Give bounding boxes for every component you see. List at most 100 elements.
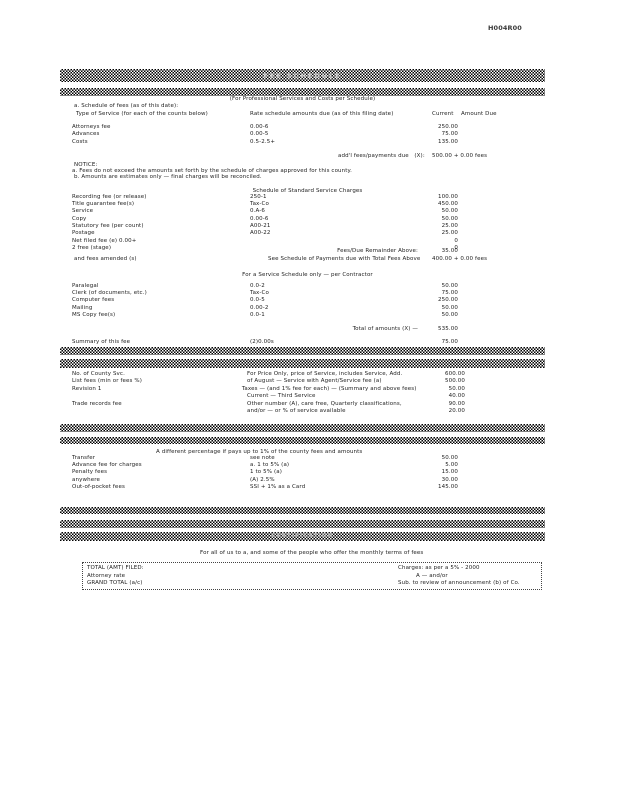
fee-row-amount: 25.00 [441,230,458,237]
fee-row-label: List fees (min or fees %) [72,378,143,384]
fee-row-code: 0.0-1 [250,311,265,318]
fee-row-code: a. 1 to 5% (a) [250,461,290,468]
fee-row-label: Service [72,208,94,215]
fee-row-amount: 50.00 [441,215,458,222]
section2-carry-value: 400.00 + 0.00 fees [432,256,488,262]
fee-row-amount: 75.00 [441,338,458,345]
column-header-rate: Rate schedule amounts due (as of this fi… [250,110,394,117]
fee-row-code: (A) 2.5% [250,476,275,483]
column-header-description: Type of Service (for each of the counts … [76,110,208,117]
footer-note-line: For all of us to a, and some of the peop… [200,550,424,556]
fee-row-amount: 30.00 [441,476,458,483]
fee-row-code: 0.00-6 [250,215,269,222]
fee-row-amount: 600.00 [445,370,465,377]
divider-bar-3 [60,424,545,432]
fee-row: Clerk (of documents, etc.) Tax-Co 75.00 [72,289,458,298]
fee-row-label: Trade records fee [72,400,122,407]
fee-row-code: 0.00-6 [250,124,269,130]
fee-row: Computer fees 0.0-5 250.00 [72,298,458,305]
section3-subtotal-label: Total of amounts (X) — [352,326,418,332]
fee-row: Postage A00-22 25.00 [72,231,458,238]
section4-rows: No. of County Svc. For Price Only, price… [72,370,465,417]
fee-row-description: Current — Third Service [247,393,316,399]
fee-row: Attorneys fee 0.00-6 250.00 [72,124,458,132]
fee-row-description: Other number (A), care free, Quarterly c… [247,400,402,407]
fee-row-label: No. of County Svc. [72,370,125,377]
doc-code: H004R00 [488,24,522,32]
fee-row-label: Clerk (of documents, etc.) [72,289,147,296]
fee-row-amount: 450.00 [438,200,458,207]
fee-row-code: 0.00-5 [250,131,269,138]
section5-heading: A different percentage if pays up to 1% … [156,448,363,455]
fee-row-code: 0.00-2 [250,304,269,311]
fee-row-amount: 15.00 [441,469,458,476]
fee-row: anywhere (A) 2.5% 30.00 [72,476,458,485]
fee-row: Advances 0.00-5 75.00 [72,132,458,139]
fee-row-amount: 50.00 [441,454,458,461]
intro-line: a. Schedule of fees (as of this date): [74,103,179,109]
fee-row-label: Penalty fees [72,469,108,476]
fee-row: 2 free (stage) 0 [72,244,458,253]
fee-row-description: and/or — or % of service available [247,408,346,414]
fee-row-label: Transfer [72,454,96,461]
fee-row-amount: 135.00 [438,138,458,145]
fee-row: Statutory fee (per count) A00-21 25.00 [72,222,458,231]
fee-row-amount: 50.00 [441,208,458,215]
column-header-amount: Current Amount Due [432,110,497,117]
section2-carry-note: See Schedule of Payments due with Total … [268,256,421,262]
notice-label: NOTICE: [74,162,98,168]
fee-row: List fees (min or fees %) of August — Se… [72,378,465,387]
section2-heading: Schedule of Standard Service Charges [252,188,363,194]
section1-rows: Attorneys fee 0.00-6 250.00 Advances 0.0… [72,124,458,147]
fee-row-code: 0.A-6 [250,208,265,215]
fee-row-amount: 50.00 [441,311,458,318]
fee-row: Advance fee for charges a. 1 to 5% (a) 5… [72,461,458,470]
fee-row: Out-of-pocket fees SSI + 1% as a Card 14… [72,483,458,492]
fee-row-amount: 100.00 [438,193,458,200]
fee-row: Paralegal 0.0-2 50.00 [72,282,458,291]
fee-row-label: 2 free (stage) [72,244,112,251]
fee-row-amount: 20.00 [448,408,465,414]
header-bar-1: FEE SCHEDULE [60,69,545,82]
fee-row: MS Copy fee(s) 0.0-1 50.00 [72,311,458,320]
divider-bar-4 [60,437,545,444]
summary-left-2: Attorney rate [87,572,126,579]
fee-row-label: Computer fees [72,297,115,304]
fee-row-label: Costs [72,138,88,145]
fee-row-label: Recording fee (or release) [72,193,147,200]
fee-row-amount: 50.00 [448,385,465,392]
fee-row-amount: 5.00 [445,461,458,468]
fee-row-amount: 50.00 [441,282,458,289]
fee-row: Title guarantee fee(s) Tax-Co 450.00 [72,200,458,209]
additional-fees-note: add'l fees/payments due (X): [338,153,425,159]
fee-row: Summary of this fee (2)0.00s 75.00 [72,338,458,347]
fee-row: Trade records fee Other number (A), care… [72,400,465,410]
fee-row-amount: 500.00 [445,378,465,384]
fee-row-label: Advance fee for charges [72,461,142,468]
divider-bar-1 [60,347,545,355]
fee-row-description: For Price Only, price of Service, includ… [247,370,403,377]
fee-row: Current — Third Service 40.00 [72,393,465,402]
header-bar-title: FEE SCHEDULE [263,71,342,80]
section2-rows: Recording fee (or release) 250-1 100.00 … [72,193,458,254]
fee-row-label: Net filed fee (e) 0.00+ [72,237,137,244]
fee-row-label: Revision 1 [72,385,102,392]
fee-row: Costs 0.5-2.5+ 135.00 [72,138,458,147]
notice-line-a: a. Fees do not exceed the amounts set fo… [72,167,352,174]
section2-subtotal-value: 35.00 [441,247,458,254]
fee-row-code: SSI + 1% as a Card [250,483,306,490]
fee-row: No. of County Svc. For Price Only, price… [72,370,465,380]
fee-row-label: Postage [72,230,95,237]
fee-row: Transfer see note 50.00 [72,454,458,463]
fee-row-description: Taxes — (and 1% fee for each) — (Summary… [241,385,417,392]
fee-row-label: Paralegal [72,282,99,289]
section3-heading: For a Service Schedule only — per Contra… [242,271,373,278]
divider-bar-2 [60,359,545,368]
doc-subtitle: (For Professional Services and Costs per… [229,96,376,102]
fee-row-code: (2)0.00s [250,338,274,345]
fee-row-label: anywhere [72,476,100,483]
fee-row-description: of August — Service with Agent/Service f… [247,378,382,384]
fee-row-amount: 145.00 [438,483,458,490]
fee-row-code: A00-21 [250,222,271,229]
fee-row-amount: 75.00 [441,131,458,138]
